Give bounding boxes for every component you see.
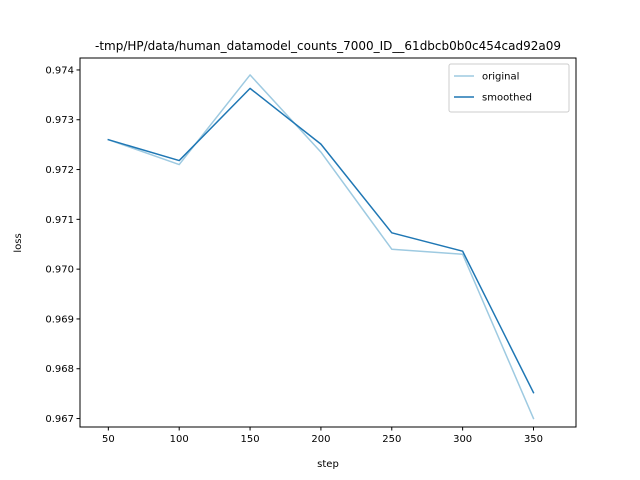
x-tick-label: 200: [311, 434, 330, 445]
chart-title: -tmp/HP/data/human_datamodel_counts_7000…: [95, 39, 561, 53]
y-axis: 0.967 0.968 0.969 0.970 0.971 0.972 0.973 0.974: [45, 65, 80, 425]
series-lines: [107, 74, 535, 420]
legend-box: [448, 63, 570, 113]
x-tick-label: 300: [453, 434, 472, 445]
x-axis: 50 100 150 200 250 300 350: [102, 427, 543, 445]
y-tick-label: 0.969: [45, 314, 74, 325]
y-tick-label: 0.970: [45, 265, 74, 276]
plot-frame: [79, 57, 577, 428]
x-tick-label: 350: [524, 434, 543, 445]
y-tick-label: 0.974: [45, 65, 74, 76]
legend-label-original: original: [482, 72, 519, 83]
legend-label-smoothed: smoothed: [482, 93, 532, 104]
x-axis-label: step: [317, 459, 339, 470]
series-line-smoothed: [107, 87, 535, 394]
x-tick-label: 250: [382, 434, 401, 445]
y-tick-label: 0.971: [45, 215, 74, 226]
x-tick-label: 50: [102, 434, 115, 445]
y-tick-label: 0.973: [45, 115, 74, 126]
y-axis-label: loss: [13, 233, 24, 252]
x-tick-label: 100: [170, 434, 189, 445]
y-tick-label: 0.967: [45, 414, 74, 425]
plot-area: [80, 58, 576, 427]
y-tick-label: 0.968: [45, 364, 74, 375]
series-line-original: [107, 74, 535, 420]
plot-background: [80, 58, 576, 427]
y-tick-label: 0.972: [45, 165, 74, 176]
x-tick-label: 150: [241, 434, 260, 445]
legend: original smoothed: [448, 63, 570, 113]
